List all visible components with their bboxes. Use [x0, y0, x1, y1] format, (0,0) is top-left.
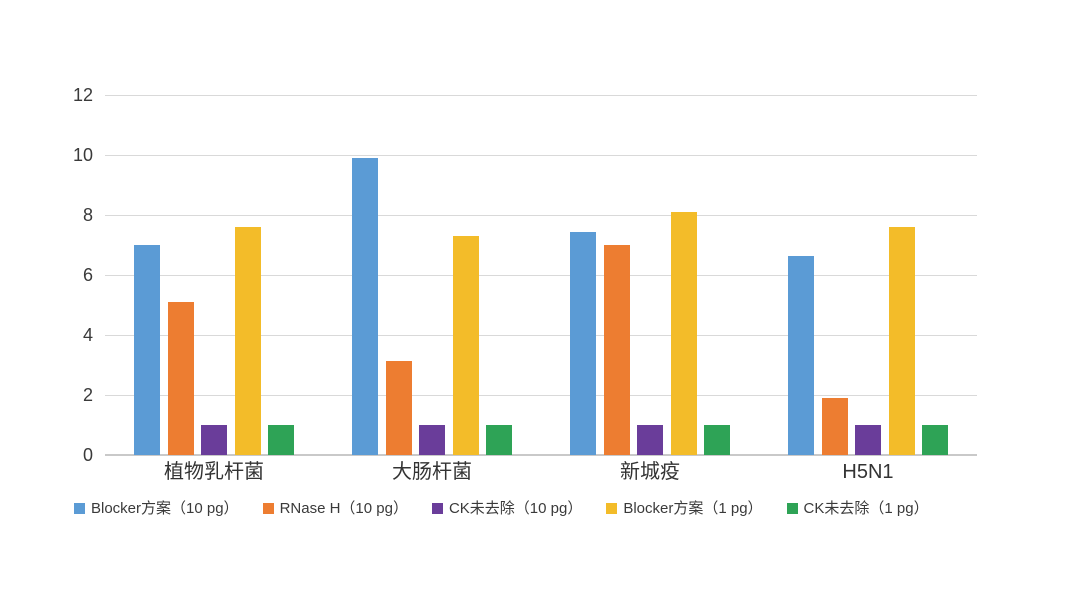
y-tick-label-0: 0 — [82, 445, 93, 465]
legend: Blocker方案（10 pg） RNase H（10 pg） CK未去除（10 p… — [74, 501, 929, 516]
bar-H5N1-series-0 — [788, 255, 814, 455]
bar-新城疫-series-2 — [637, 425, 663, 455]
gridline-y-6 — [105, 275, 977, 276]
legend-label: CK未去除（1 pg） — [803, 500, 929, 517]
bar-H5N1-series-4 — [922, 425, 948, 455]
bar-大肠杆菌-series-1 — [385, 360, 412, 455]
legend-item-1: RNase H（10 pg） — [262, 500, 408, 517]
bar-新城疫-series-1 — [603, 245, 630, 455]
x-tick-label-2: 新城疫 — [620, 461, 680, 483]
legend-label: Blocker方案（1 pg） — [623, 500, 763, 517]
y-tick-label-12: 12 — [72, 85, 93, 105]
legend-item-4: CK未去除（1 pg） — [786, 500, 929, 517]
bar-新城疫-series-4 — [704, 425, 730, 455]
bar-H5N1-series-3 — [888, 227, 915, 455]
bar-植物乳杆菌-series-4 — [268, 425, 294, 455]
legend-swatch-icon — [431, 503, 443, 514]
legend-item-2: CK未去除（10 pg） — [431, 500, 583, 517]
y-tick-label-8: 8 — [82, 205, 93, 225]
bar-H5N1-series-1 — [821, 398, 848, 455]
bar-大肠杆菌-series-4 — [486, 425, 512, 455]
gridline-y-4 — [105, 335, 977, 336]
legend-swatch-icon — [262, 503, 274, 514]
y-tick-label-4: 4 — [82, 325, 93, 345]
bar-H5N1-series-2 — [855, 425, 881, 455]
bar-大肠杆菌-series-0 — [352, 158, 378, 455]
bar-植物乳杆菌-series-3 — [234, 227, 261, 455]
y-tick-label-10: 10 — [72, 145, 93, 165]
x-tick-label-3: H5N1 — [842, 461, 894, 483]
bar-大肠杆菌-series-3 — [452, 236, 479, 455]
legend-item-0: Blocker方案（10 pg） — [74, 501, 239, 516]
gridline-y-10 — [105, 155, 977, 156]
plot-area — [105, 95, 977, 456]
bar-植物乳杆菌-series-0 — [134, 245, 160, 455]
gridline-y-8 — [105, 215, 977, 216]
legend-item-3: Blocker方案（1 pg） — [606, 500, 763, 517]
bar-植物乳杆菌-series-1 — [167, 302, 194, 455]
legend-label: Blocker方案（10 pg） — [91, 500, 239, 517]
legend-swatch-icon — [74, 503, 85, 514]
x-tick-label-1: 大肠杆菌 — [392, 461, 472, 483]
legend-label: RNase H（10 pg） — [279, 500, 408, 517]
gridline-y-2 — [105, 395, 977, 396]
x-tick-label-0: 植物乳杆菌 — [164, 461, 264, 483]
legend-swatch-icon — [786, 503, 798, 514]
bar-新城疫-series-0 — [570, 231, 596, 455]
gridline-y-12 — [105, 95, 977, 96]
bar-新城疫-series-3 — [670, 212, 697, 455]
legend-swatch-icon — [606, 503, 618, 514]
bar-植物乳杆菌-series-2 — [201, 425, 227, 455]
y-tick-label-2: 2 — [82, 385, 93, 405]
bar-大肠杆菌-series-2 — [419, 425, 445, 455]
y-tick-label-6: 6 — [82, 265, 93, 285]
legend-label: CK未去除（10 pg） — [448, 500, 583, 517]
gridline-y-0 — [105, 454, 977, 456]
